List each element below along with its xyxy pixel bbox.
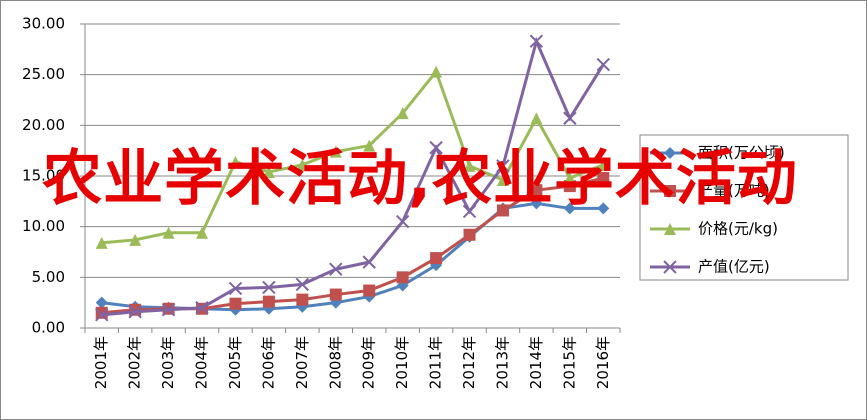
data-point: [429, 140, 443, 155]
x-tick-label: 2011年: [427, 336, 445, 389]
x-tick-label: 2008年: [326, 336, 344, 389]
data-point: [129, 233, 142, 246]
x-tick-label: 2002年: [126, 336, 144, 389]
x-tick-label: 2015年: [560, 336, 578, 389]
data-point: [597, 172, 610, 185]
x-tick-label: 2010年: [393, 336, 411, 389]
data-point: [463, 228, 476, 241]
x-tick-label: 2013年: [493, 336, 511, 389]
data-point: [463, 159, 476, 172]
data-point: [396, 271, 409, 284]
data-point: [229, 297, 242, 310]
data-point: [462, 204, 477, 219]
legend-label: 产值(亿元): [698, 258, 770, 276]
data-point: [162, 226, 175, 239]
x-tick-label: 2014年: [527, 336, 545, 389]
data-point: [563, 202, 576, 215]
legend-box: [639, 134, 849, 281]
series-line: [101, 36, 605, 317]
x-tick-label: 2009年: [360, 336, 378, 389]
y-tick-label: 15.00: [22, 167, 65, 185]
data-point: [228, 281, 243, 296]
x-tick-label: 2007年: [293, 336, 311, 389]
data-point: [129, 303, 142, 316]
data-point: [396, 107, 409, 120]
legend-marker: [663, 260, 677, 274]
data-point: [362, 255, 376, 269]
data-point: [563, 111, 577, 125]
y-tick-label: 10.00: [22, 217, 65, 235]
data-point: [262, 280, 276, 295]
data-point: [195, 301, 209, 315]
data-point: [363, 284, 376, 297]
x-tick-label: 2012年: [460, 336, 478, 389]
x-tick-label: 2004年: [193, 336, 211, 389]
data-point: [95, 296, 108, 309]
data-point: [262, 165, 275, 178]
data-point: [363, 139, 376, 152]
data-point: [596, 57, 610, 72]
data-point: [597, 202, 610, 215]
y-tick-label: 25.00: [22, 65, 65, 83]
y-tick-label: 5.00: [32, 268, 65, 286]
data-point: [262, 295, 275, 308]
legend-label: 价格(元/kg): [698, 220, 778, 238]
data-point: [329, 262, 343, 276]
data-point: [530, 197, 543, 210]
legend-label: 面积(万公顷): [698, 144, 785, 162]
data-point: [95, 306, 108, 319]
data-point: [95, 236, 108, 249]
y-tick-label: 30.00: [22, 15, 65, 33]
legend-label: 产量(万吨): [698, 182, 770, 200]
data-point: [395, 214, 410, 229]
data-point: [95, 308, 109, 322]
y-tick-label: 0.00: [32, 319, 65, 337]
data-point: [229, 155, 242, 168]
data-point: [430, 65, 443, 78]
data-point: [496, 159, 510, 173]
data-point: [295, 277, 310, 292]
data-point: [496, 204, 509, 217]
x-tick-label: 2001年: [92, 336, 110, 389]
data-point: [329, 145, 342, 158]
series-line: [101, 68, 604, 245]
legend-marker: [664, 147, 676, 159]
data-point: [530, 184, 543, 197]
x-tick-label: 2003年: [159, 336, 177, 389]
legend-marker: [664, 185, 676, 197]
data-point: [496, 174, 509, 187]
data-point: [161, 303, 176, 317]
data-point: [597, 158, 610, 171]
data-point: [128, 305, 142, 319]
overlay-text: 农业学术活动,农业学术活动: [42, 144, 798, 214]
y-tick-label: 20.00: [22, 116, 65, 134]
data-point: [296, 293, 309, 306]
x-tick-label: 2006年: [259, 336, 277, 389]
x-tick-label: 2005年: [226, 336, 244, 389]
data-point: [430, 252, 443, 265]
data-point: [563, 172, 576, 185]
data-point: [296, 158, 309, 171]
legend-marker: [664, 223, 676, 235]
data-point: [329, 288, 342, 301]
data-point: [529, 34, 544, 48]
data-point: [196, 226, 209, 239]
x-tick-label: 2016年: [594, 336, 612, 389]
data-point: [530, 112, 543, 125]
